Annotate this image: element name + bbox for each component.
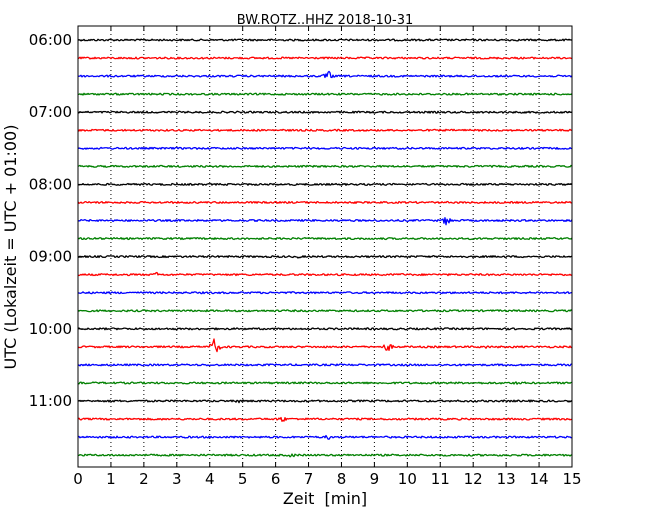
trace-0945 (77, 309, 573, 313)
x-tick-label: 0 (73, 470, 83, 488)
trace-0900 (77, 255, 573, 259)
x-axis-label: Zeit [min] (283, 489, 367, 508)
x-tick-label: 14 (530, 470, 549, 488)
x-tick-label: 8 (337, 470, 347, 488)
x-tick-label: 3 (172, 470, 182, 488)
chart-title: BW.ROTZ..HHZ 2018-10-31 (237, 13, 413, 28)
x-tick-label: 11 (431, 470, 450, 488)
trace-0645 (77, 92, 573, 96)
y-tick-label: 10:00 (29, 320, 72, 338)
x-tick-label: 12 (464, 470, 483, 488)
x-axis: 0 1 2 3 4 5 6 7 8 9 10 11 12 13 14 15 (73, 26, 582, 488)
y-tick-label: 09:00 (29, 248, 72, 266)
x-tick-label: 7 (304, 470, 314, 488)
trace-group (77, 38, 573, 458)
x-tick-label: 5 (238, 470, 248, 488)
trace-0815 (77, 200, 573, 205)
trace-0915 (77, 271, 573, 277)
x-tick-label: 2 (139, 470, 149, 488)
trace-1045 (77, 381, 573, 385)
trace-0930 (77, 291, 573, 295)
x-tick-label: 15 (562, 470, 581, 488)
y-tick-label: 07:00 (29, 103, 72, 121)
x-tick-label: 1 (106, 470, 116, 488)
x-tick-label: 4 (205, 470, 215, 488)
trace-1030 (77, 363, 573, 367)
trace-0600 (77, 38, 573, 42)
y-axis: 06:00 07:00 08:00 09:00 10:00 11:00 (29, 31, 572, 410)
trace-1100 (77, 399, 573, 404)
trace-0715 (77, 128, 573, 132)
y-tick-label: 06:00 (29, 31, 72, 49)
y-axis-label: UTC (Lokalzeit = UTC + 01:00) (1, 125, 20, 370)
trace-0800 (77, 182, 573, 186)
x-tick-label: 6 (271, 470, 281, 488)
trace-1115 (77, 416, 573, 422)
x-tick-label: 13 (497, 470, 516, 488)
grid-lines (110, 26, 540, 467)
trace-1015 (77, 338, 573, 353)
trace-1000 (77, 327, 573, 331)
trace-0630 (77, 70, 573, 79)
trace-0830 (77, 217, 573, 226)
trace-0700 (77, 110, 573, 114)
x-tick-label: 9 (370, 470, 380, 488)
x-tick-label: 10 (398, 470, 417, 488)
y-tick-label: 11:00 (29, 392, 72, 410)
trace-0615 (77, 56, 573, 60)
trace-0745 (77, 164, 573, 168)
trace-1130 (77, 434, 573, 440)
trace-1145 (77, 453, 573, 458)
y-tick-label: 08:00 (29, 175, 72, 193)
trace-0730 (77, 146, 573, 150)
trace-0845 (77, 236, 573, 241)
plot-frame (77, 25, 573, 468)
